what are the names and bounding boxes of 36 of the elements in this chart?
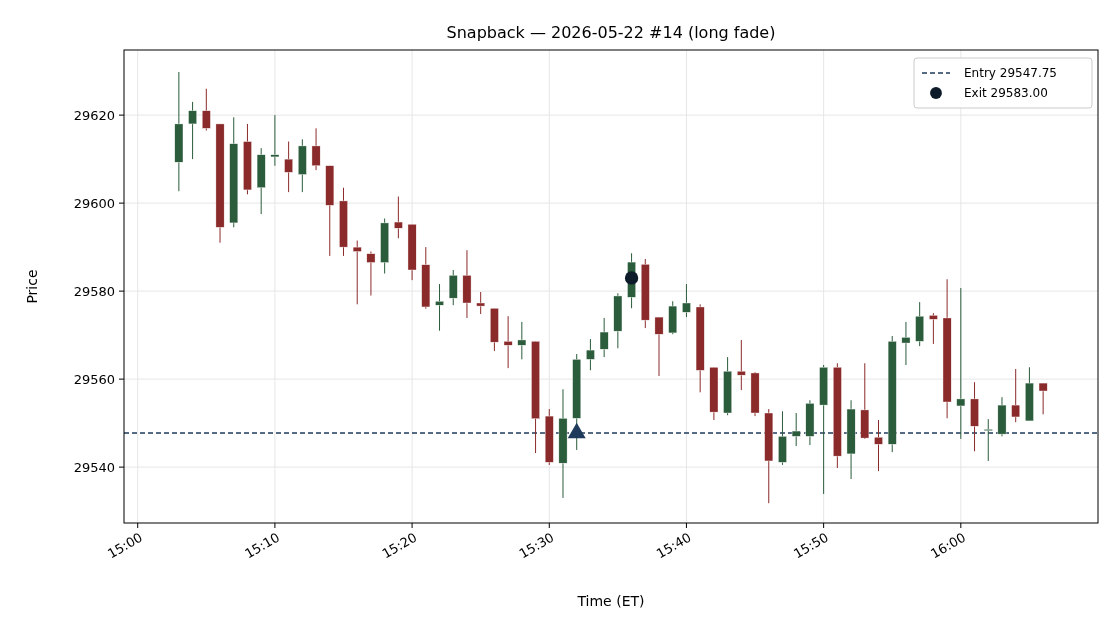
candlestick — [366, 251, 376, 297]
candlestick — [352, 240, 362, 305]
y-tick-label: 29560 — [73, 371, 115, 387]
candlestick — [201, 88, 211, 132]
candlestick — [929, 312, 938, 345]
candlestick — [270, 114, 280, 167]
candlestick — [435, 283, 444, 332]
candlestick — [188, 101, 197, 160]
candlestick — [737, 339, 746, 391]
candlestick — [983, 418, 993, 462]
legend-label: Entry 29547.75 — [964, 66, 1057, 80]
candlestick — [517, 321, 527, 360]
candlestick — [476, 291, 485, 315]
candlestick — [1011, 368, 1020, 423]
candlestick — [682, 283, 691, 318]
candlestick — [394, 196, 403, 239]
y-tick-label: 29540 — [73, 459, 115, 475]
y-axis-title: Price — [24, 269, 40, 304]
candlestick — [311, 127, 321, 171]
candlestick — [791, 412, 801, 447]
candlestick — [956, 287, 966, 440]
candlestick — [874, 419, 883, 472]
legend-label: Exit 29583.00 — [964, 86, 1048, 100]
chart-title: Snapback — 2026-05-22 #14 (long fade) — [446, 23, 776, 42]
y-tick-label: 29580 — [73, 283, 115, 299]
y-tick-label: 29620 — [73, 107, 115, 123]
candlestick — [284, 141, 293, 193]
x-axis-title: Time (ET) — [576, 593, 645, 609]
candlestick — [503, 315, 513, 369]
candlestick — [654, 316, 664, 377]
candlestick — [586, 338, 595, 371]
candlestick — [448, 269, 458, 306]
candlestick — [901, 321, 911, 366]
y-tick-label: 29600 — [73, 195, 115, 211]
candlestick — [1038, 382, 1048, 415]
candlestick — [599, 317, 609, 358]
